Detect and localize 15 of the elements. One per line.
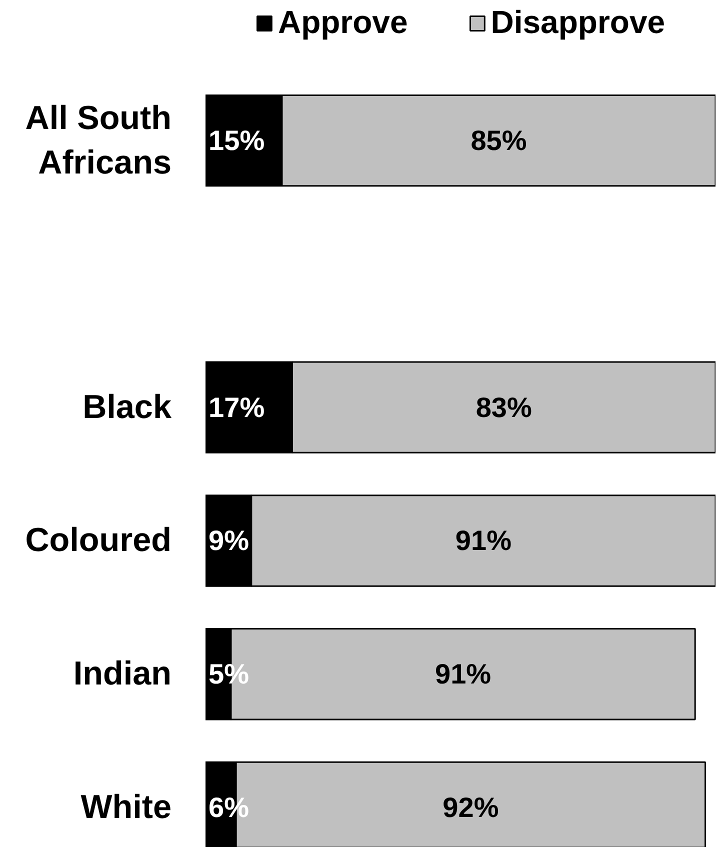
data-label: 17% [208,392,265,423]
data-label: 9% [208,525,250,556]
legend-label: Disapprove [490,4,666,41]
data-label: 85% [470,125,527,156]
data-label: 91% [455,525,512,556]
y-tick-label: White [80,788,172,826]
data-label: 15% [208,125,265,156]
legend-label: Approve [278,4,408,41]
data-label: 91% [435,658,492,690]
y-tick-label: Coloured [25,522,172,560]
y-tick-label: Black [82,388,172,426]
y-tick-label: All South Africans [25,100,172,182]
y-tick-label: Indian [73,656,172,693]
data-label: 83% [476,392,532,423]
data-label: 92% [442,792,499,823]
